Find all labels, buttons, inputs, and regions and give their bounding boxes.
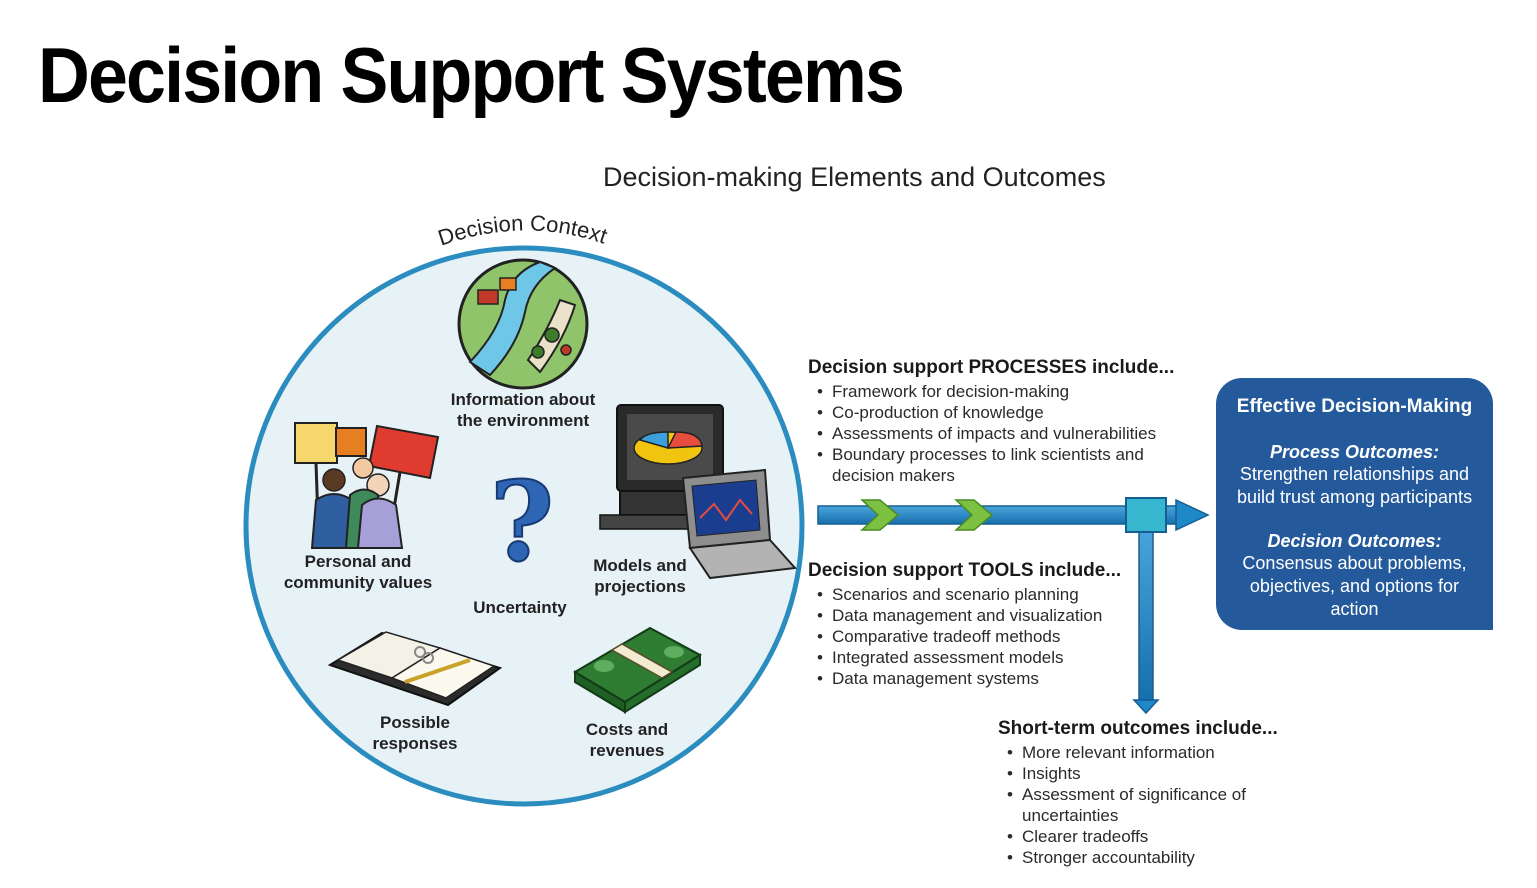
money-stack-icon: [573, 626, 702, 714]
diagram-title: Decision-making Elements and Outcomes: [603, 162, 1106, 192]
list-item: Boundary processes to link scientists an…: [808, 444, 1152, 486]
label-values: Personal and community values: [283, 552, 433, 592]
label-uncertainty: Uncertainty: [473, 598, 567, 617]
effective-title: Effective Decision-Making: [1236, 396, 1473, 417]
chevron-right-icon: [860, 499, 900, 531]
list-item: Framework for decision-making: [808, 381, 1188, 402]
processes-list: Framework for decision-making Co-product…: [808, 381, 1188, 486]
svg-text:?: ?: [490, 457, 554, 586]
planner-book-icon: [327, 631, 503, 707]
list-item: Integrated assessment models: [808, 647, 1148, 668]
page-title: Decision Support Systems: [38, 31, 905, 119]
tools-block: Decision support TOOLS include... Scenar…: [808, 560, 1148, 689]
decision-outcomes-text: Consensus about problems, objectives, an…: [1242, 553, 1467, 619]
main-flow-arrow: [817, 497, 1210, 715]
tools-heading: Decision support TOOLS include...: [808, 560, 1122, 581]
list-item: Insights: [998, 763, 1298, 784]
tools-list: Scenarios and scenario planning Data man…: [808, 584, 1148, 689]
junction-box: [1125, 497, 1167, 533]
list-item: Assessment of significance of uncertaint…: [998, 784, 1272, 826]
list-item: Comparative tradeoff methods: [808, 626, 1148, 647]
protest-signs-icon: [294, 422, 440, 549]
list-item: Data management systems: [808, 668, 1148, 689]
computer-icon: [599, 404, 798, 580]
process-outcomes-heading: Process Outcomes:: [1269, 442, 1440, 462]
decision-outcomes-heading: Decision Outcomes:: [1267, 531, 1442, 551]
effective-decision-box: Effective Decision-Making Process Outcom…: [1216, 378, 1493, 630]
environment-map-icon: [457, 258, 589, 390]
list-item: More relevant information: [998, 742, 1298, 763]
short-term-block: Short-term outcomes include... More rele…: [998, 718, 1298, 868]
list-item: Stronger accountability: [998, 847, 1298, 868]
label-models: Models and projections: [593, 556, 687, 596]
short-term-heading: Short-term outcomes include...: [998, 718, 1278, 739]
chevron-right-icon: [954, 499, 994, 531]
list-item: Clearer tradeoffs: [998, 826, 1298, 847]
label-costs: Costs and revenues: [585, 720, 669, 760]
list-item: Assessments of impacts and vulnerabiliti…: [808, 423, 1188, 444]
list-item: Co-production of knowledge: [808, 402, 1188, 423]
short-term-list: More relevant information Insights Asses…: [998, 742, 1298, 868]
list-item: Scenarios and scenario planning: [808, 584, 1148, 605]
list-item: Data management and visualization: [808, 605, 1148, 626]
label-responses: Possible responses: [372, 713, 458, 753]
processes-heading: Decision support PROCESSES include...: [808, 357, 1175, 378]
question-mark-icon: ?: [489, 456, 555, 587]
label-environment: Information about the environment: [450, 390, 596, 430]
processes-block: Decision support PROCESSES include... Fr…: [808, 357, 1188, 486]
process-outcomes-text: Strengthen relationships and build trust…: [1236, 464, 1473, 507]
decision-context-label: Decision Context: [435, 210, 611, 250]
